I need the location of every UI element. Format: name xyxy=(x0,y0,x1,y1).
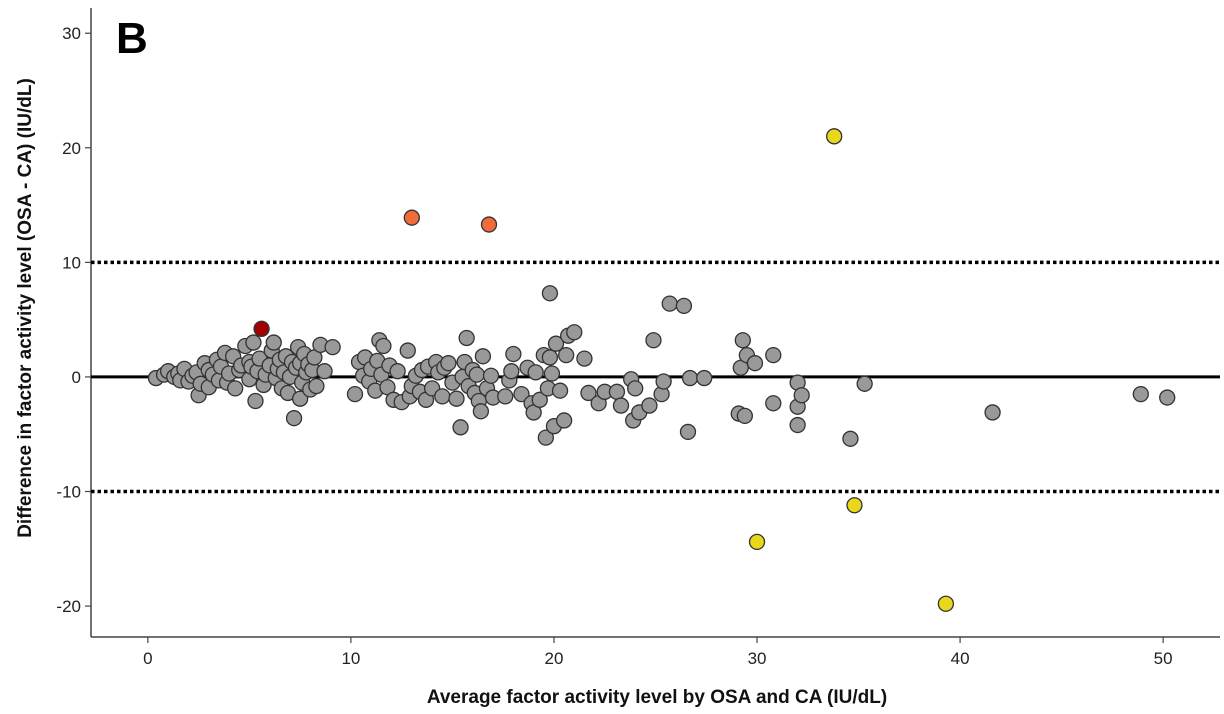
data-point xyxy=(375,337,392,355)
data-point xyxy=(474,348,492,365)
data-point xyxy=(696,369,713,387)
data-point xyxy=(285,410,303,427)
data-point xyxy=(346,385,364,403)
data-point xyxy=(308,377,325,395)
data-point xyxy=(452,419,469,436)
data-point xyxy=(537,429,554,446)
data-point xyxy=(513,385,530,403)
data-point xyxy=(734,332,751,349)
highlighted-point xyxy=(403,209,420,226)
x-tick-label: 50 xyxy=(1154,649,1173,668)
highlighted-point xyxy=(480,216,498,233)
data-point xyxy=(793,387,810,404)
data-point xyxy=(681,369,699,387)
axes xyxy=(85,8,1220,643)
data-point xyxy=(434,388,451,405)
data-point xyxy=(566,324,583,341)
data-point xyxy=(291,390,309,407)
data-point xyxy=(541,349,559,366)
data-point xyxy=(399,342,416,359)
x-tick-label: 30 xyxy=(748,649,767,668)
data-point xyxy=(612,397,630,414)
data-point xyxy=(551,382,569,399)
data-point xyxy=(468,366,485,383)
data-point xyxy=(655,373,672,390)
y-tick-label: 30 xyxy=(62,24,81,43)
data-point xyxy=(645,332,662,349)
data-point xyxy=(247,392,264,410)
data-point xyxy=(679,423,697,441)
data-point xyxy=(316,363,333,380)
data-point xyxy=(675,297,693,315)
y-tick-label: -20 xyxy=(56,597,81,616)
data-point xyxy=(265,334,282,351)
data-point xyxy=(580,384,597,402)
data-point xyxy=(1132,385,1149,403)
data-point xyxy=(736,407,753,425)
x-tick-label: 20 xyxy=(545,649,564,668)
x-tick-label: 10 xyxy=(341,649,360,668)
data-point xyxy=(641,397,658,414)
data-point xyxy=(1159,389,1176,406)
data-point xyxy=(497,388,514,405)
data-point xyxy=(389,363,406,380)
data-point xyxy=(765,395,782,412)
data-point xyxy=(765,347,782,364)
data-point xyxy=(482,367,500,384)
data-points xyxy=(147,285,1176,447)
data-point xyxy=(245,334,262,351)
data-point xyxy=(627,380,644,397)
data-point xyxy=(608,383,626,400)
data-point xyxy=(789,416,806,434)
data-point xyxy=(576,350,593,367)
y-tick-label: 0 xyxy=(72,368,81,387)
highlighted-point xyxy=(748,533,766,551)
y-tick-label: 20 xyxy=(62,139,81,158)
x-tick-label: 40 xyxy=(951,649,970,668)
highlighted-point xyxy=(253,320,270,337)
data-point xyxy=(555,412,573,429)
data-point xyxy=(324,338,341,356)
data-point xyxy=(541,285,559,302)
data-point xyxy=(531,391,548,408)
data-point xyxy=(547,335,565,352)
highlighted-point xyxy=(846,497,863,514)
panel-label: B xyxy=(116,14,148,63)
data-point xyxy=(458,329,475,347)
highlighted-points xyxy=(253,128,955,612)
data-point xyxy=(842,430,859,447)
data-point xyxy=(440,355,457,372)
data-point xyxy=(503,363,520,380)
data-point xyxy=(984,404,1001,421)
y-tick-label: 10 xyxy=(62,253,81,272)
x-axis-label: Average factor activity level by OSA and… xyxy=(427,687,887,708)
x-tick-label: 0 xyxy=(143,649,152,668)
data-point xyxy=(558,347,575,364)
data-point xyxy=(661,295,678,312)
tick-labels: 0 10 20 30 40 50 -20 -10 0 10 20 30 xyxy=(56,24,1172,668)
data-point xyxy=(527,364,544,381)
y-tick-label: -10 xyxy=(56,482,81,501)
highlighted-point xyxy=(826,128,843,145)
data-point xyxy=(505,345,522,363)
data-point xyxy=(227,380,244,397)
data-point xyxy=(856,375,873,392)
data-point xyxy=(746,355,764,372)
y-axis-label: Difference in factor activity level (OSA… xyxy=(15,78,36,538)
data-point xyxy=(543,365,561,382)
data-point xyxy=(472,403,490,420)
highlighted-point xyxy=(937,595,955,612)
data-point xyxy=(448,390,465,407)
